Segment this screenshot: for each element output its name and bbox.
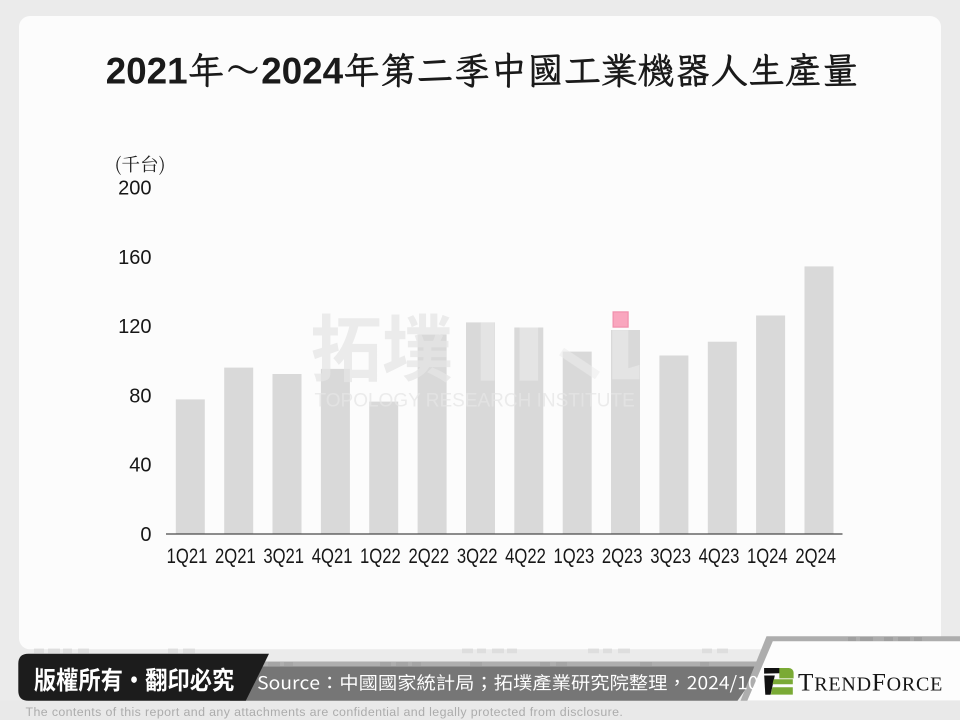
svg-text:40: 40	[129, 455, 151, 477]
svg-text:80: 80	[129, 385, 151, 407]
svg-text:The contents of this report an: The contents of this report and any atta…	[26, 705, 624, 719]
svg-text:4Q22: 4Q22	[505, 544, 546, 567]
svg-text:120: 120	[118, 316, 151, 338]
svg-text:3Q23: 3Q23	[650, 544, 691, 567]
svg-text:1Q21: 1Q21	[167, 544, 208, 567]
svg-text:3Q22: 3Q22	[457, 544, 498, 567]
svg-text:0: 0	[140, 524, 151, 546]
svg-text:TOPOLOGY RESEARCH INSTITUTE: TOPOLOGY RESEARCH INSTITUTE	[315, 391, 635, 412]
svg-text:4Q23: 4Q23	[699, 544, 740, 567]
svg-text:TRENDFORCE: TRENDFORCE	[798, 670, 943, 697]
svg-text:1Q24: 1Q24	[747, 544, 788, 567]
svg-text:160: 160	[118, 247, 151, 269]
svg-text:4Q21: 4Q21	[312, 544, 353, 567]
svg-text:1Q23: 1Q23	[554, 544, 595, 567]
svg-text:1Q22: 1Q22	[360, 544, 401, 567]
svg-text:2Q23: 2Q23	[602, 544, 643, 567]
svg-text:2Q21: 2Q21	[215, 544, 256, 567]
svg-text:2Q24: 2Q24	[795, 544, 836, 567]
svg-text:2Q22: 2Q22	[408, 544, 449, 567]
svg-text:200: 200	[118, 178, 151, 200]
svg-text:3Q21: 3Q21	[263, 544, 304, 567]
